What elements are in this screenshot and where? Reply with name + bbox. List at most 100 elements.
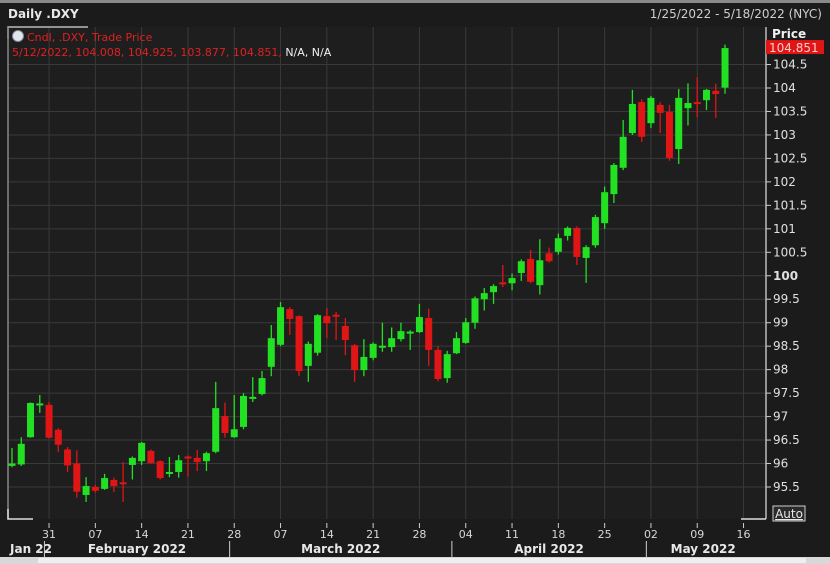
candle-body[interactable] xyxy=(656,104,664,113)
clock-icon[interactable] xyxy=(12,30,24,42)
window-top-border xyxy=(0,0,830,3)
candle-body[interactable] xyxy=(295,316,303,372)
candle-body[interactable] xyxy=(8,463,16,466)
candle-body[interactable] xyxy=(212,408,220,452)
last-price-badge xyxy=(766,40,824,55)
candle-body[interactable] xyxy=(165,471,173,474)
candle-body[interactable] xyxy=(240,395,247,427)
candle-body[interactable] xyxy=(591,217,599,246)
month-label: March 2022 xyxy=(301,542,380,556)
candle-body[interactable] xyxy=(332,314,340,317)
candle-body[interactable] xyxy=(110,479,118,487)
candle-body[interactable] xyxy=(156,461,164,479)
candle-body[interactable] xyxy=(314,315,322,353)
candle-body[interactable] xyxy=(675,97,683,150)
auto-scale-button-label[interactable]: Auto xyxy=(775,507,803,521)
candle-body[interactable] xyxy=(573,227,581,257)
candle-body[interactable] xyxy=(36,403,44,406)
candle-body[interactable] xyxy=(27,402,35,438)
candle-body[interactable] xyxy=(471,298,479,323)
candle-body[interactable] xyxy=(323,316,331,324)
x-tick-label: 21 xyxy=(366,528,380,541)
y-tick-label: 103 xyxy=(773,128,796,142)
candle-body[interactable] xyxy=(277,307,285,345)
candle-body[interactable] xyxy=(184,456,192,459)
candle-body[interactable] xyxy=(480,293,488,300)
x-tick-label: 07 xyxy=(88,528,102,541)
candle-body[interactable] xyxy=(378,345,386,348)
candle-body[interactable] xyxy=(397,331,405,340)
candle-body[interactable] xyxy=(601,192,609,224)
candle-body[interactable] xyxy=(452,338,460,354)
candle-body[interactable] xyxy=(610,164,618,195)
candle-body[interactable] xyxy=(128,457,136,465)
candle-body[interactable] xyxy=(517,261,525,273)
candle-body[interactable] xyxy=(490,286,498,293)
candle-body[interactable] xyxy=(554,238,562,252)
horizontal-scrollbar[interactable] xyxy=(0,557,830,564)
candle-body[interactable] xyxy=(508,278,516,284)
candle-body[interactable] xyxy=(443,354,451,379)
candle-body[interactable] xyxy=(684,103,692,109)
auto-scale-button[interactable] xyxy=(772,505,806,522)
candle-body[interactable] xyxy=(175,460,183,472)
candle-body[interactable] xyxy=(712,90,720,95)
candle-body[interactable] xyxy=(147,450,155,464)
candle-body[interactable] xyxy=(665,111,673,158)
candle-body[interactable] xyxy=(369,343,377,358)
candle-body[interactable] xyxy=(230,429,238,438)
x-tick-label: 28 xyxy=(412,528,426,541)
candle-body[interactable] xyxy=(267,338,275,367)
candle-body[interactable] xyxy=(82,486,90,495)
candle-body[interactable] xyxy=(54,429,62,445)
candle-body[interactable] xyxy=(91,486,99,491)
y-tick-label: 102 xyxy=(773,175,796,189)
candle-body[interactable] xyxy=(73,463,81,492)
date-range[interactable]: 1/25/2022 - 5/18/2022 (NYC) xyxy=(649,7,822,21)
y-tick-label: 101 xyxy=(773,222,796,236)
candle-body[interactable] xyxy=(64,449,72,466)
candle-body[interactable] xyxy=(249,396,257,399)
month-label: Jan 22 xyxy=(9,542,52,556)
candle-body[interactable] xyxy=(101,478,109,489)
candle-body[interactable] xyxy=(536,260,544,286)
candle-body[interactable] xyxy=(341,325,349,341)
candle-body[interactable] xyxy=(462,322,470,343)
candle-body[interactable] xyxy=(351,345,359,371)
candle-body[interactable] xyxy=(527,258,535,282)
candle-body[interactable] xyxy=(193,457,201,463)
candle-body[interactable] xyxy=(545,253,553,262)
candle-body[interactable] xyxy=(703,89,710,101)
candle-body[interactable] xyxy=(564,227,572,236)
candle-body[interactable] xyxy=(619,136,627,168)
candle-body[interactable] xyxy=(693,102,701,105)
candle-body[interactable] xyxy=(415,317,423,333)
candle-body[interactable] xyxy=(45,404,53,438)
candle-body[interactable] xyxy=(628,103,636,134)
candle-body[interactable] xyxy=(304,343,312,366)
candle-body[interactable] xyxy=(425,318,433,350)
candle-body[interactable] xyxy=(360,356,368,371)
x-tick-label: 21 xyxy=(181,528,195,541)
candle-body[interactable] xyxy=(119,482,127,485)
candle-body[interactable] xyxy=(202,453,210,462)
candle-body[interactable] xyxy=(721,48,729,88)
candle-body[interactable] xyxy=(221,416,229,434)
y-tick-label: 96.5 xyxy=(773,433,800,447)
candle-body[interactable] xyxy=(647,97,655,124)
candle-body[interactable] xyxy=(138,442,146,462)
x-tick-label: 11 xyxy=(505,528,519,541)
candle-body[interactable] xyxy=(499,282,507,285)
candle-body[interactable] xyxy=(582,247,590,258)
candle-body[interactable] xyxy=(286,309,294,319)
candle-body[interactable] xyxy=(638,102,646,137)
candle-body[interactable] xyxy=(434,349,442,380)
candle-body[interactable] xyxy=(17,443,25,465)
y-tick-label: 97 xyxy=(773,410,788,424)
candle-body[interactable] xyxy=(258,378,266,395)
scrollbar-thumb[interactable] xyxy=(38,558,806,563)
candle-body[interactable] xyxy=(406,331,414,334)
candle-body[interactable] xyxy=(388,338,396,348)
x-tick-label: 18 xyxy=(551,528,565,541)
